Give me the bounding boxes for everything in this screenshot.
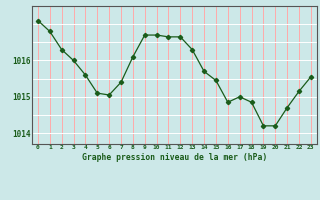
X-axis label: Graphe pression niveau de la mer (hPa): Graphe pression niveau de la mer (hPa) [82,153,267,162]
